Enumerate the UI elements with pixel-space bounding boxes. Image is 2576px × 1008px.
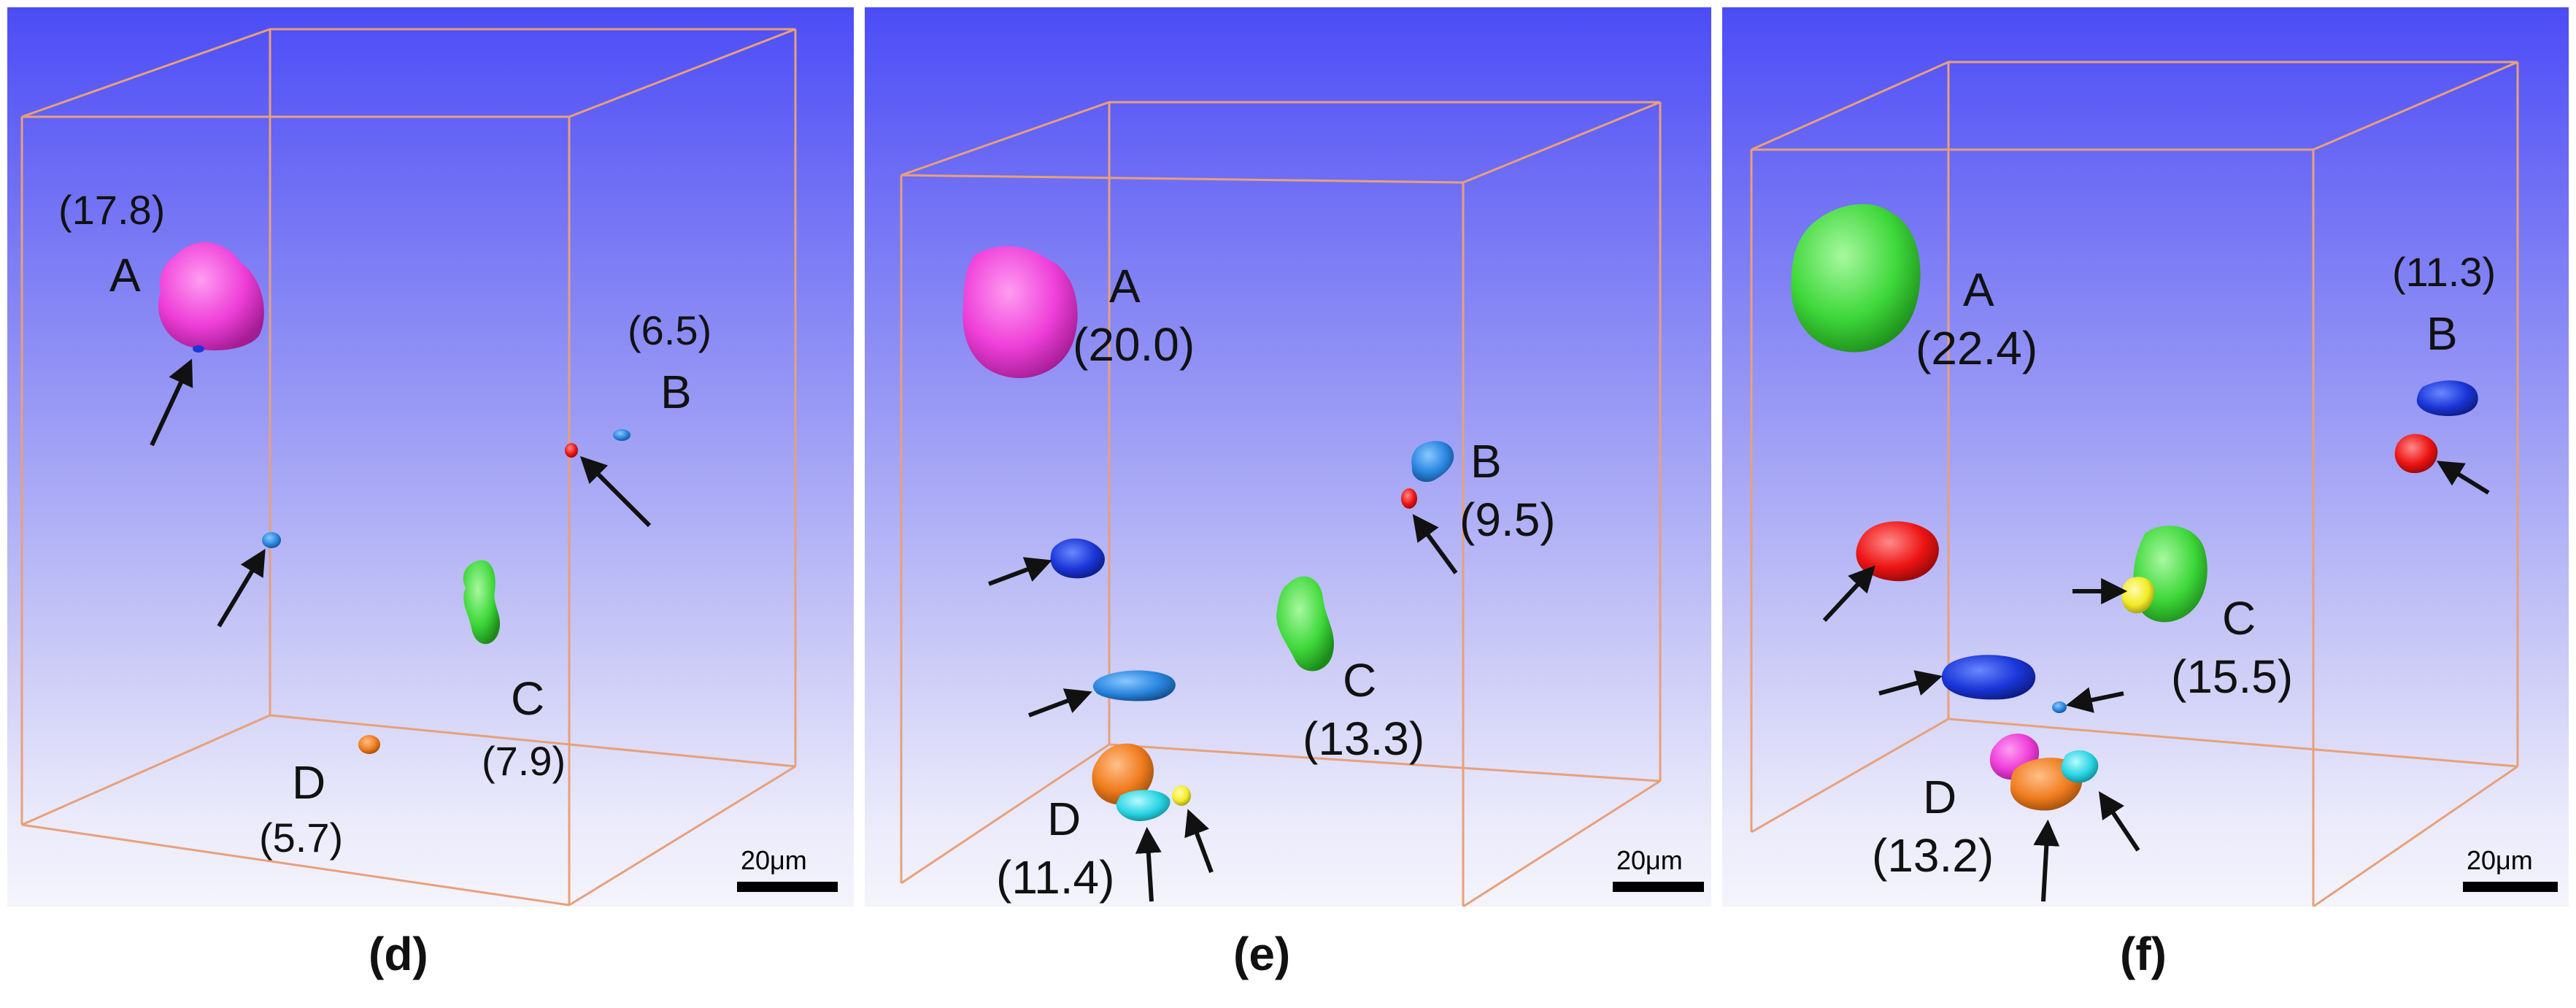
particle-b-volume: (9.5)	[1459, 493, 1556, 546]
particle-a-volume: (17.8)	[58, 187, 166, 233]
particle-a-label: A	[109, 249, 141, 301]
particle-c-volume: (7.9)	[482, 738, 566, 784]
particle-a-volume: (22.4)	[1916, 322, 2038, 374]
bounding-box	[20, 28, 797, 907]
particle-red	[565, 443, 578, 458]
particle-c-label: C	[2222, 592, 2256, 645]
scale-bar-label: 20μm	[1616, 845, 1683, 875]
particle-c-label: C	[511, 672, 545, 725]
particle-c-label: C	[1343, 654, 1377, 707]
volume-render-d	[20, 28, 797, 907]
particle-d-volume: (5.7)	[259, 815, 344, 861]
particle-b-volume: (11.3)	[2392, 249, 2496, 295]
particle-d	[1092, 743, 1154, 805]
scale-bar-label: 20μm	[741, 845, 807, 875]
caption-f: (f)	[2120, 928, 2167, 980]
arrows	[150, 358, 652, 628]
particle-b	[1411, 441, 1454, 482]
bounding-box	[900, 101, 1662, 907]
scale-bar	[737, 882, 838, 892]
particle-a-inclusion	[193, 345, 204, 353]
particle-a-label: A	[1109, 260, 1141, 312]
panel-f: A (22.4) (11.3) B C (15.5) D (13.2) 20μm	[1722, 7, 2569, 907]
scale-bar-label: 20μm	[2467, 845, 2533, 875]
particle-blue	[1941, 655, 2036, 700]
particle-lightblue	[262, 532, 281, 548]
panel-d: (17.8) A (6.5) B C (7.9) D (5.7) 20μm	[7, 7, 854, 907]
arrows	[1822, 461, 2490, 902]
arrows	[987, 514, 1458, 902]
particle-c	[463, 560, 501, 645]
particle-c-volume: (13.3)	[1303, 712, 1425, 765]
particle-b-label: B	[2426, 307, 2458, 360]
particle-b	[2416, 380, 2478, 416]
particle-d-label: D	[292, 756, 326, 809]
caption-e: (e)	[1233, 928, 1291, 980]
caption-d: (d)	[369, 928, 428, 980]
particle-a-label: A	[1963, 263, 1994, 316]
panel-e: A (20.0) B (9.5) C (13.3) D (11.4) 20μm	[865, 7, 1711, 907]
particle-red-b	[2394, 434, 2438, 474]
particle-d-volume: (13.2)	[1872, 829, 1994, 882]
particle-d	[358, 735, 380, 754]
volume-render-e	[900, 101, 1662, 907]
particle-lightblue	[1092, 670, 1176, 701]
particle-c-volume: (15.5)	[2171, 650, 2294, 703]
particle-yellow	[1172, 785, 1191, 806]
scale-bar	[1613, 882, 1704, 892]
particle-d-label: D	[1047, 793, 1081, 845]
particle-b-label: B	[1470, 435, 1502, 488]
particle-a	[963, 246, 1078, 378]
particle-red	[1856, 521, 1939, 582]
particle-small-blue	[2052, 701, 2067, 713]
bounding-box	[1750, 61, 2519, 907]
particle-c	[1276, 576, 1334, 672]
particle-cyan	[2061, 750, 2099, 783]
particle-b-label: B	[660, 366, 692, 418]
particle-a	[1791, 204, 1921, 353]
volume-render-f	[1750, 61, 2519, 907]
particle-b-volume: (6.5)	[628, 307, 712, 353]
particle-yellow	[2121, 577, 2154, 614]
particle-d-label: D	[1923, 771, 1957, 823]
particle-b	[613, 429, 630, 441]
particle-a-volume: (20.0)	[1073, 318, 1195, 371]
particle-red	[1401, 488, 1417, 509]
scale-bar	[2463, 882, 2558, 892]
particle-d-volume: (11.4)	[996, 851, 1115, 904]
particle-blue	[1050, 538, 1105, 579]
particle-a	[158, 242, 264, 350]
particle-cyan	[1116, 790, 1171, 821]
